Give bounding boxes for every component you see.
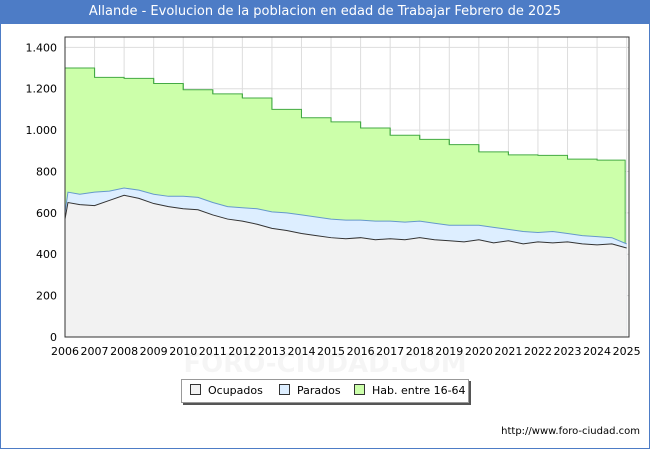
y-tick-label: 800 [36, 165, 57, 178]
line-ocupados [64, 194, 627, 249]
legend-swatch-habitantes [354, 384, 365, 395]
y-tick-label: 1.200 [26, 83, 58, 96]
legend: Ocupados Parados Hab. entre 16-64 [181, 379, 469, 403]
x-tick-label: 2016 [347, 345, 375, 358]
x-tick-label: 2025 [613, 345, 641, 358]
x-tick-label: 2012 [228, 345, 256, 358]
y-tick-label: 400 [36, 248, 57, 261]
x-tick-label: 2018 [406, 345, 434, 358]
x-tick-label: 2011 [199, 345, 227, 358]
x-tick-label: 2007 [81, 345, 109, 358]
footer-url: http://www.foro-ciudad.com [501, 426, 640, 437]
legend-item-habitantes: Hab. entre 16-64 [354, 384, 466, 398]
x-tick-label: 2020 [465, 345, 493, 358]
series-layer [64, 67, 627, 338]
x-tick-label: 2023 [554, 345, 582, 358]
legend-item-parados: Parados [279, 384, 341, 398]
x-tick-label: 2019 [435, 345, 463, 358]
x-tick-label: 2006 [51, 345, 79, 358]
legend-swatch-parados [279, 384, 290, 395]
legend-item-ocupados: Ocupados [190, 384, 263, 398]
x-tick-label: 2017 [376, 345, 404, 358]
y-tick-label: 0 [50, 331, 57, 344]
axes-layer: 0 200 400 600 800 1.000 1.200 1.400 2006 2007 2008… [26, 41, 641, 358]
y-tick-label: 1.000 [26, 124, 58, 137]
watermark: FORO-CIUDAD.COM [183, 349, 466, 379]
x-tick-label: 2022 [524, 345, 552, 358]
legend-label-habitantes: Hab. entre 16-64 [372, 384, 466, 397]
area-ocupados [65, 195, 627, 337]
x-tick-label: 2010 [169, 345, 197, 358]
y-tick-label: 1.400 [26, 41, 58, 54]
y-tick-label: 600 [36, 207, 57, 220]
chart-title: Allande - Evolucion de la poblacion en e… [0, 0, 650, 24]
legend-label-ocupados: Ocupados [208, 384, 263, 397]
x-tick-label: 2015 [317, 345, 345, 358]
x-tick-label: 2021 [494, 345, 522, 358]
plot-border [64, 36, 630, 338]
x-tick-label: 2008 [110, 345, 138, 358]
x-tick-label: 2013 [258, 345, 286, 358]
y-tick-label: 200 [36, 290, 57, 303]
x-tick-label: 2009 [140, 345, 168, 358]
x-tick-label: 2014 [287, 345, 315, 358]
legend-swatch-ocupados [190, 384, 201, 395]
legend-label-parados: Parados [297, 384, 341, 397]
x-tick-label: 2024 [583, 345, 611, 358]
line-parados [64, 187, 627, 245]
